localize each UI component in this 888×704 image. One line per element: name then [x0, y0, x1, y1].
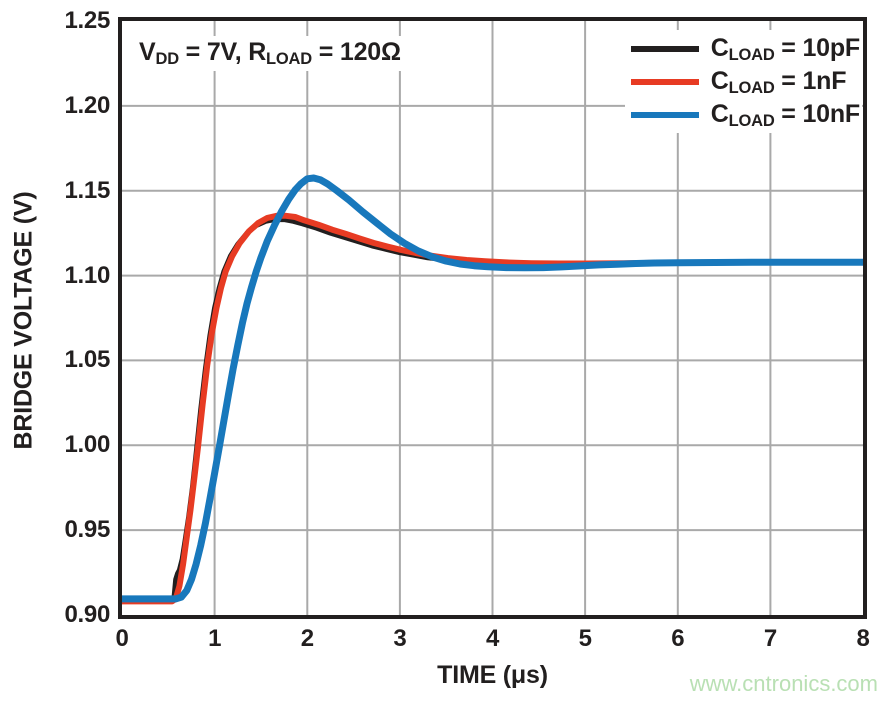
- x-tick-label: 7: [763, 625, 777, 652]
- annotation-text: = 7V, R: [178, 38, 267, 66]
- legend-label-10nf: CLOAD = 10nF: [710, 100, 860, 130]
- legend-entry-10pf: CLOAD = 10pF: [630, 32, 860, 65]
- x-tick-label: 3: [393, 625, 407, 652]
- x-tick-label: 6: [671, 625, 685, 652]
- annotation-text: = 120Ω: [312, 38, 401, 66]
- x-tick-label: 2: [300, 625, 314, 652]
- y-tick-label: 1.05: [64, 346, 110, 374]
- annotation-text: V: [139, 38, 156, 66]
- watermark: www.cntronics.com: [689, 671, 878, 696]
- x-tick-label: 5: [578, 625, 592, 652]
- x-tick-label: 8: [856, 625, 870, 652]
- curve-cload-10nf: [122, 174, 863, 603]
- annotation-sub-load: LOAD: [266, 49, 312, 68]
- annotation-sub-dd: DD: [155, 49, 179, 68]
- x-axis-title: TIME (μs): [437, 661, 548, 689]
- legend: CLOAD = 10pF CLOAD = 1nF CLOAD = 10nF: [624, 30, 862, 133]
- x-tick-label: 0: [115, 625, 129, 652]
- x-tick-label: 1: [208, 625, 222, 652]
- legend-swatch-1nf: [630, 78, 699, 85]
- legend-label-10pf: CLOAD = 10pF: [710, 34, 860, 64]
- y-tick-label: 1.25: [64, 7, 110, 34]
- y-axis-title: BRIDGE VOLTAGE (V): [9, 191, 38, 450]
- legend-entry-1nf: CLOAD = 1nF: [630, 65, 860, 98]
- legend-swatch-10nf: [630, 111, 699, 118]
- y-tick-label: 1.10: [64, 261, 110, 289]
- y-tick-label: 0.95: [64, 516, 110, 544]
- conditions-annotation: VDD = 7V, RLOAD = 120Ω: [133, 36, 409, 71]
- legend-entry-10nf: CLOAD = 10nF: [630, 98, 860, 131]
- y-tick-label: 1.15: [64, 176, 110, 204]
- legend-swatch-10pf: [630, 45, 699, 52]
- x-tick-label: 4: [485, 625, 500, 652]
- y-tick-label: 1.00: [64, 431, 110, 459]
- y-tick-label: 0.90: [64, 601, 110, 628]
- y-tick-label: 1.20: [64, 91, 110, 119]
- legend-label-1nf: CLOAD = 1nF: [710, 67, 847, 97]
